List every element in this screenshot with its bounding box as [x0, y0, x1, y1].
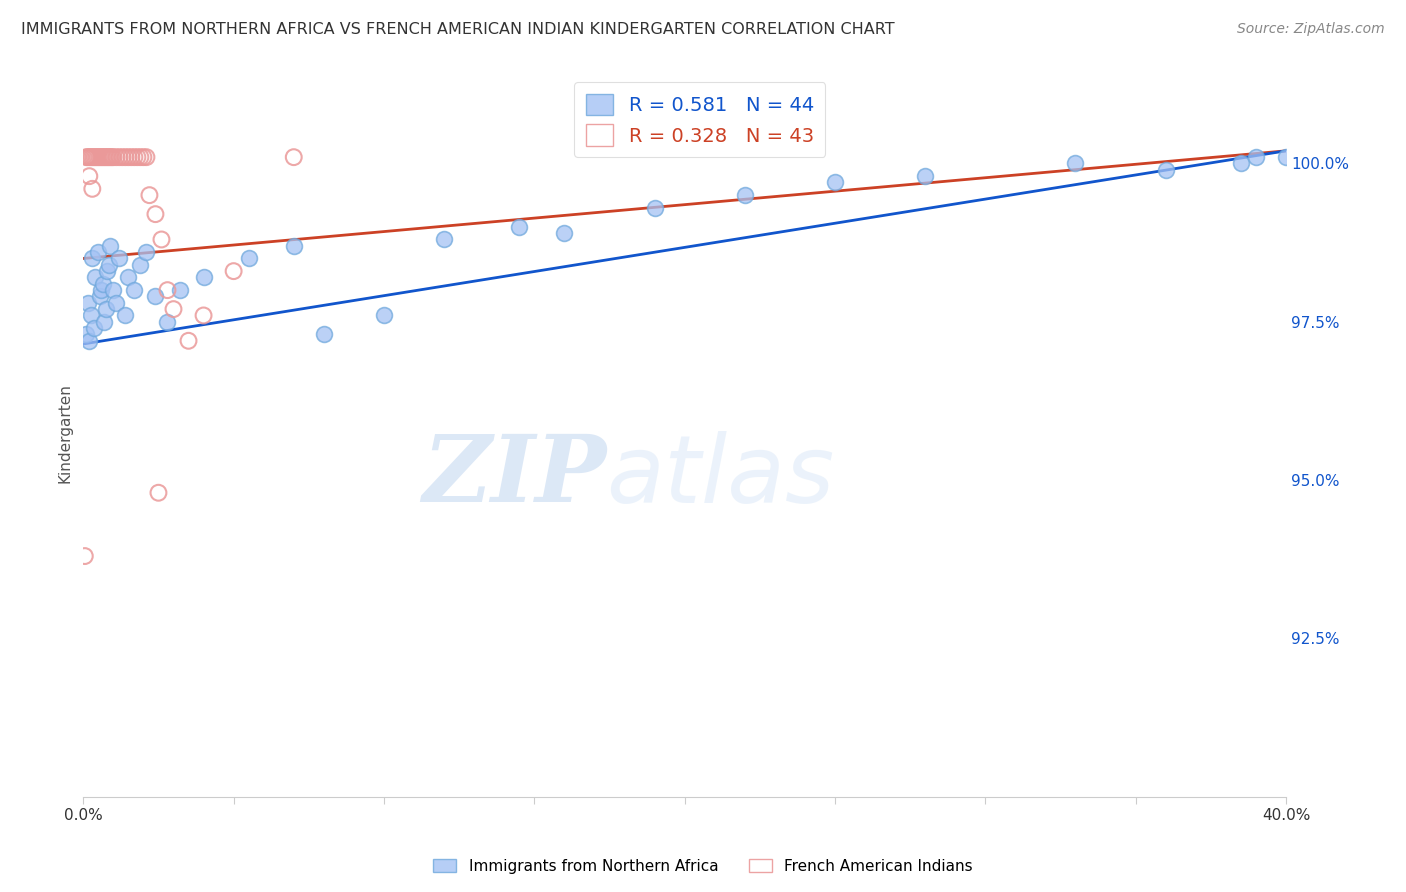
Point [124, 283, 146, 297]
Point [73, 549, 96, 563]
Point [373, 309, 395, 323]
Point [75, 327, 97, 342]
Legend: R = 0.581   N = 44, R = 0.328   N = 43: R = 0.581 N = 44, R = 0.328 N = 43 [574, 82, 825, 157]
Point [145, 289, 167, 303]
Point [238, 252, 260, 266]
Point [89, 289, 111, 303]
Point [94, 150, 117, 164]
Text: Source: ZipAtlas.com: Source: ZipAtlas.com [1237, 22, 1385, 37]
Point [96, 150, 118, 164]
Point [644, 201, 666, 215]
Point [1154, 162, 1177, 177]
Point [148, 485, 170, 500]
Point [120, 150, 142, 164]
Point [87, 245, 110, 260]
Point [103, 283, 125, 297]
Point [94, 302, 117, 317]
Point [96, 264, 118, 278]
Point [83, 150, 105, 164]
Point [75, 150, 97, 164]
Point [138, 188, 160, 202]
Point [82, 150, 104, 164]
Point [145, 207, 167, 221]
Point [162, 302, 184, 317]
Point [508, 219, 530, 234]
Point [222, 264, 245, 278]
Text: atlas: atlas [606, 431, 835, 522]
Point [79, 169, 101, 183]
Point [108, 252, 131, 266]
Point [117, 270, 139, 285]
Legend: Immigrants from Northern Africa, French American Indians: Immigrants from Northern Africa, French … [427, 853, 979, 880]
Point [169, 283, 191, 297]
Point [84, 270, 107, 285]
Point [91, 277, 114, 291]
Point [124, 150, 146, 164]
Point [84, 150, 107, 164]
Point [83, 321, 105, 335]
Point [90, 283, 112, 297]
Point [824, 176, 846, 190]
Point [1230, 156, 1253, 170]
Point [89, 150, 111, 164]
Point [101, 150, 124, 164]
Point [91, 150, 114, 164]
Point [87, 150, 110, 164]
Point [98, 239, 121, 253]
Point [76, 150, 98, 164]
Point [80, 150, 103, 164]
Point [156, 283, 179, 297]
Point [114, 309, 136, 323]
Point [135, 245, 157, 260]
Point [111, 150, 134, 164]
Text: IMMIGRANTS FROM NORTHERN AFRICA VS FRENCH AMERICAN INDIAN KINDERGARTEN CORRELATI: IMMIGRANTS FROM NORTHERN AFRICA VS FRENC… [21, 22, 894, 37]
Point [79, 334, 101, 348]
Point [283, 150, 305, 164]
Point [1244, 150, 1267, 164]
Y-axis label: Kindergarten: Kindergarten [58, 383, 72, 483]
Point [80, 309, 103, 323]
Point [117, 150, 139, 164]
Point [193, 309, 215, 323]
Point [76, 295, 98, 310]
Point [283, 239, 305, 253]
Point [156, 315, 179, 329]
Point [82, 252, 104, 266]
Point [177, 334, 200, 348]
Point [1064, 156, 1087, 170]
Point [105, 150, 128, 164]
Point [734, 188, 756, 202]
Point [108, 150, 131, 164]
Point [97, 258, 120, 272]
Point [193, 270, 215, 285]
Point [86, 150, 108, 164]
Point [97, 150, 120, 164]
Point [1275, 150, 1298, 164]
Point [79, 150, 101, 164]
Point [433, 232, 456, 246]
Point [135, 150, 157, 164]
Point [93, 315, 115, 329]
Point [914, 169, 936, 183]
Point [114, 150, 136, 164]
Point [132, 150, 155, 164]
Point [103, 150, 125, 164]
Point [82, 182, 104, 196]
Point [150, 232, 173, 246]
Text: ZIP: ZIP [422, 432, 606, 521]
Point [127, 150, 149, 164]
Point [312, 327, 335, 342]
Point [93, 150, 115, 164]
Point [105, 295, 128, 310]
Point [98, 150, 121, 164]
Point [129, 258, 152, 272]
Point [129, 150, 152, 164]
Point [553, 226, 575, 240]
Point [90, 150, 112, 164]
